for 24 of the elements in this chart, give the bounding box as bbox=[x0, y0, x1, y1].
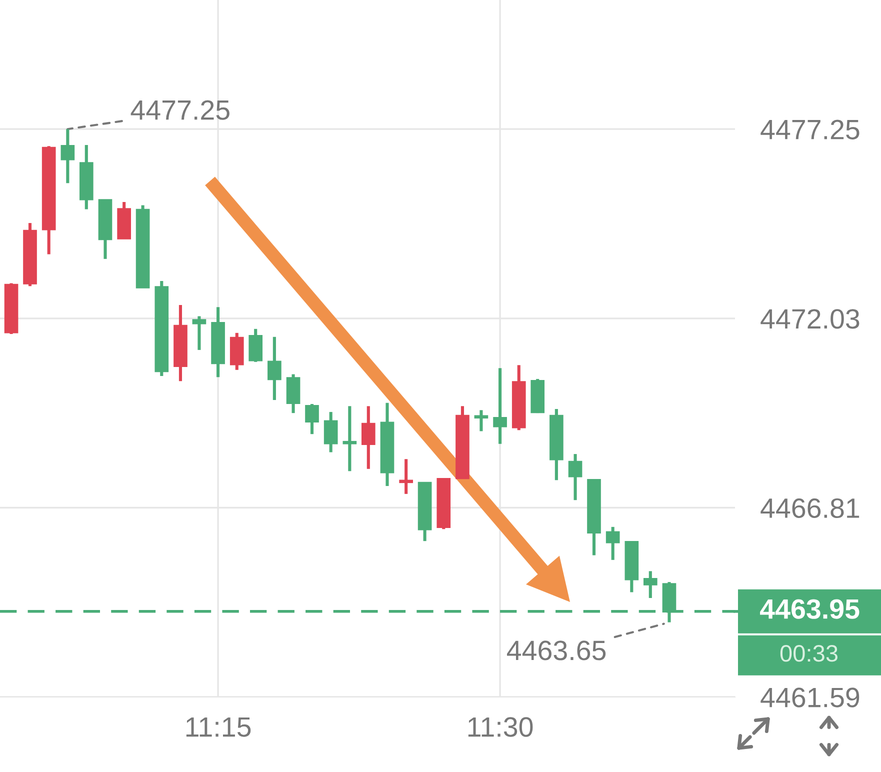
candlestick bbox=[268, 336, 282, 400]
annotation: 4477.25 bbox=[130, 100, 230, 120]
candlestick bbox=[324, 412, 338, 452]
candlestick bbox=[643, 571, 658, 598]
x-tick-label: 11:15 bbox=[186, 717, 251, 737]
candlestick bbox=[192, 316, 206, 350]
candlestick bbox=[474, 410, 488, 432]
candlestick bbox=[568, 454, 582, 500]
candlestick bbox=[305, 404, 319, 434]
candlestick bbox=[60, 129, 75, 184]
text: 00:33 bbox=[780, 645, 838, 662]
annotation: 4463.65 bbox=[506, 640, 606, 660]
y-tick-label: 4466.81 bbox=[760, 498, 860, 518]
y-tick-label: 4461.59 bbox=[760, 688, 860, 708]
candlestick bbox=[606, 526, 620, 560]
y-tick-label: 4477.25 bbox=[760, 120, 860, 140]
candlestick bbox=[248, 328, 263, 362]
candlestick bbox=[493, 368, 507, 444]
candlestick bbox=[361, 406, 376, 469]
y-tick-label: 4472.03 bbox=[760, 309, 860, 329]
candlestick bbox=[342, 406, 357, 472]
ref-line-label: 4463.95 bbox=[760, 599, 860, 619]
x-tick-label: 11:30 bbox=[468, 717, 533, 737]
candlestick bbox=[399, 459, 413, 494]
